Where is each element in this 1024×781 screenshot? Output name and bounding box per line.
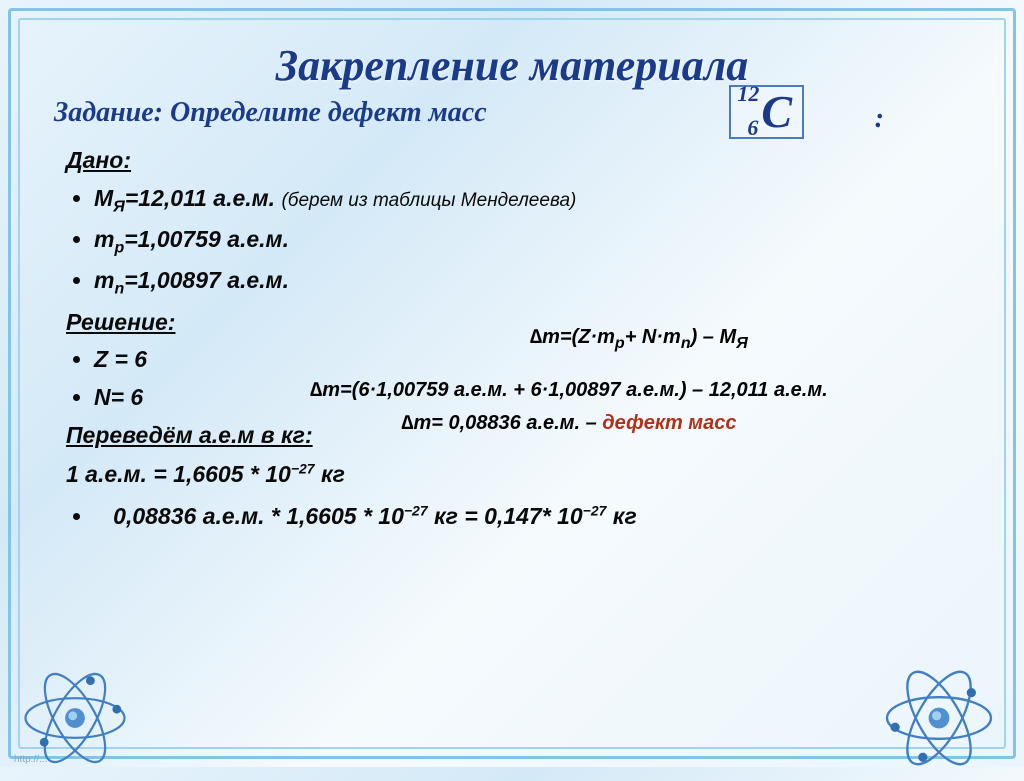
given-mn: mn=1,00897 а.е.м.: [94, 263, 974, 302]
atom-icon: [881, 660, 997, 776]
convert-line1: 1 а.е.м. = 1,6605 * 10−27 кг: [66, 457, 974, 493]
defect-label: дефект масс: [602, 412, 736, 434]
convert-list: 0,08836 а.е.м. * 1,6605 * 10−27 кг = 0,1…: [94, 499, 974, 535]
element-symbol: С: [761, 86, 792, 137]
element-z: 6: [747, 115, 758, 141]
page-title: Закрепление материала: [50, 40, 974, 91]
element-box: 12 6 С: [729, 85, 804, 139]
formula-subst: ∆m=(6·1,00759 а.е.м. + 6·1,00897 а.е.м.)…: [310, 379, 828, 402]
convert-line2: 0,08836 а.е.м. * 1,6605 * 10−27 кг = 0,1…: [94, 499, 974, 535]
watermark: http://...: [14, 754, 47, 765]
given-label: Дано:: [66, 143, 974, 179]
formula-block: ∆m=(Z·mp+ N·mn) – МЯ ∆m=(6·1,00759 а.е.м…: [310, 320, 828, 441]
given-mya: МЯ=12,011 а.е.м. (берем из таблицы Менде…: [94, 181, 974, 220]
task-line: Задание: Определите дефект масс 12 6 С :: [50, 97, 974, 129]
element-mass: 12: [737, 81, 759, 107]
task-colon: :: [875, 103, 884, 135]
given-mp: mp=1,00759 а.е.м.: [94, 222, 974, 261]
slide-content: Закрепление материала Задание: Определит…: [50, 40, 974, 727]
formula-result: ∆m= 0,08836 а.е.м. – дефект масс: [310, 412, 828, 435]
given-list: МЯ=12,011 а.е.м. (берем из таблицы Менде…: [94, 181, 974, 303]
formula-general: ∆m=(Z·mp+ N·mn) – МЯ: [450, 326, 828, 353]
task-text: Задание: Определите дефект масс: [54, 97, 487, 128]
